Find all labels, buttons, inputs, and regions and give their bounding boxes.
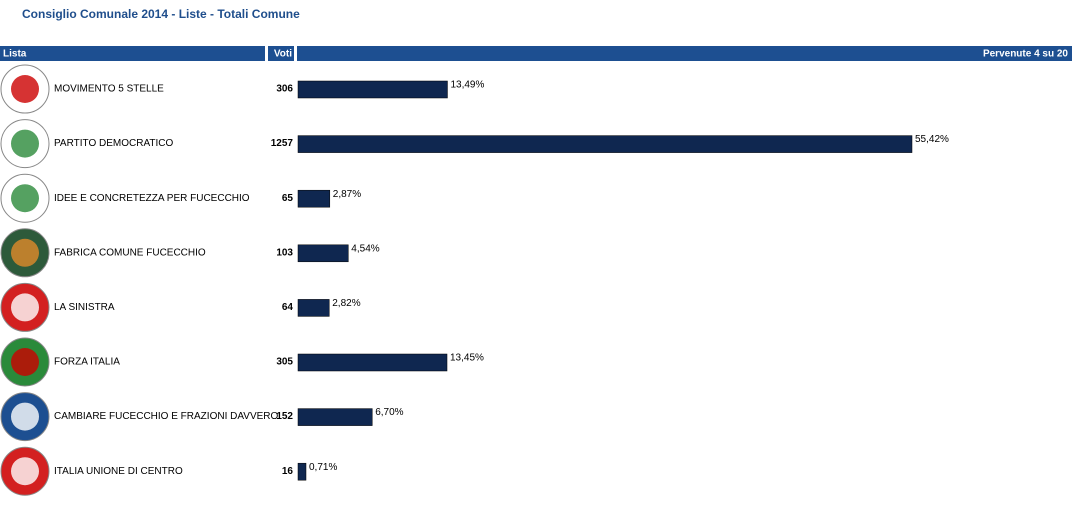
header-votes: Voti — [274, 49, 292, 60]
votes: 306 — [276, 84, 293, 95]
percent-label: 6,70% — [375, 407, 403, 418]
list-name: ITALIA UNIONE DI CENTRO — [54, 466, 183, 477]
header-cell — [297, 46, 1072, 61]
list-name: IDEE E CONCRETEZZA PER FUCECCHIO — [54, 193, 250, 204]
header-status: Pervenute 4 su 20 — [983, 49, 1068, 60]
party-logo-detail — [11, 457, 39, 486]
list-name: FORZA ITALIA — [54, 357, 120, 368]
list-name: MOVIMENTO 5 STELLE — [54, 84, 164, 95]
percent-label: 4,54% — [351, 243, 379, 254]
header-list: Lista — [3, 49, 27, 60]
party-logo-detail — [11, 184, 39, 213]
header-cell — [268, 46, 294, 61]
party-logo-detail — [11, 402, 39, 431]
header-cell — [0, 46, 265, 61]
party-logo-detail — [11, 238, 39, 267]
party-logo-detail — [11, 348, 39, 376]
list-name: CAMBIARE FUCECCHIO E FRAZIONI DAVVERO — [54, 411, 279, 422]
votes: 64 — [282, 302, 294, 313]
percent-label: 55,42% — [915, 134, 949, 145]
bar — [297, 80, 448, 99]
page-title: Consiglio Comunale 2014 - Liste - Totali… — [22, 7, 300, 21]
list-name: FABRICA COMUNE FUCECCHIO — [54, 247, 206, 258]
votes: 1257 — [271, 138, 294, 149]
bar — [297, 353, 448, 372]
percent-label: 13,49% — [450, 80, 484, 91]
votes: 16 — [282, 466, 294, 477]
party-logo-detail — [11, 75, 39, 103]
bar — [297, 189, 331, 208]
percent-label: 0,71% — [309, 462, 337, 473]
percent-label: 2,82% — [332, 298, 360, 309]
percent-label: 13,45% — [450, 353, 484, 364]
bar — [297, 462, 307, 481]
votes: 152 — [276, 411, 293, 422]
list-name: PARTITO DEMOCRATICO — [54, 138, 173, 149]
votes: 103 — [276, 247, 293, 258]
bar — [297, 244, 349, 263]
bar — [297, 408, 373, 426]
bar — [297, 299, 330, 317]
votes: 305 — [276, 357, 293, 368]
votes: 65 — [282, 193, 294, 204]
party-logo-detail — [11, 293, 39, 322]
percent-label: 2,87% — [333, 189, 361, 200]
list-name: LA SINISTRA — [54, 302, 115, 313]
party-logo-detail — [11, 129, 39, 158]
bar — [297, 135, 913, 153]
